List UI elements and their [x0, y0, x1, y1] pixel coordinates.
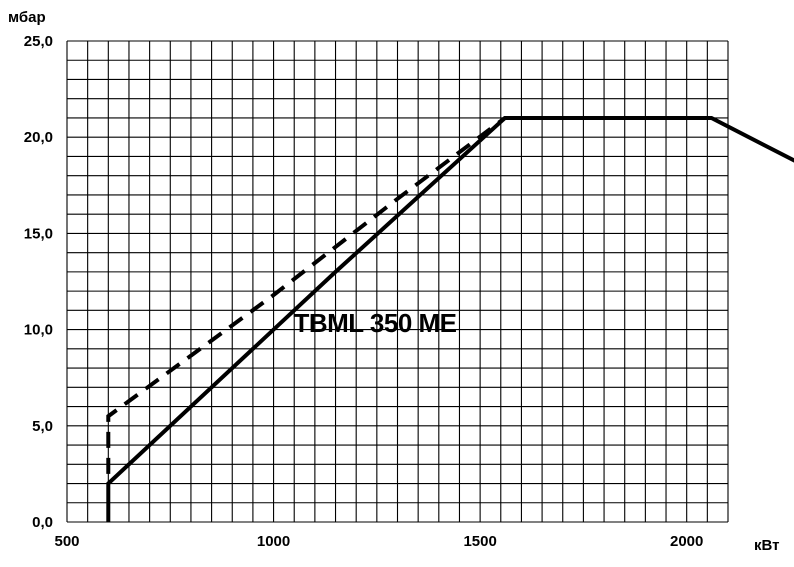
x-axis-unit: кВт	[754, 537, 780, 554]
series-line-dashed	[106, 116, 507, 474]
y-tick-label: 15,0	[24, 225, 53, 242]
x-tick-label: 1500	[463, 533, 496, 550]
y-tick-labels: 0,0 5,0 10,0 15,0 20,0 25,0	[24, 33, 53, 531]
grid	[66, 40, 729, 523]
x-tick-label: 2000	[670, 533, 703, 550]
y-tick-label: 5,0	[32, 418, 53, 435]
x-tick-label: 1000	[257, 533, 290, 550]
y-axis-unit: мбар	[8, 9, 46, 26]
y-tick-label: 0,0	[32, 514, 53, 531]
x-tick-label: 500	[54, 533, 79, 550]
y-tick-label: 25,0	[24, 33, 53, 50]
y-tick-label: 10,0	[24, 322, 53, 339]
x-tick-labels: 500100015002000250030003500	[54, 533, 703, 550]
chart-annotation: TBML 350 ME	[293, 308, 456, 338]
y-tick-label: 20,0	[24, 129, 53, 146]
series-layer	[106, 116, 794, 522]
